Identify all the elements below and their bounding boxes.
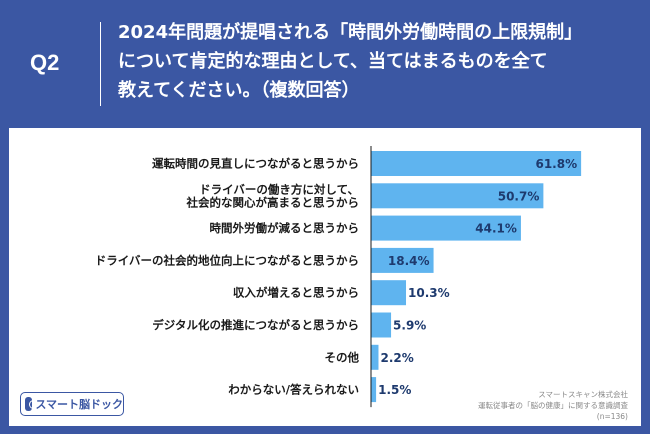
header-divider [100, 22, 101, 106]
brand-logo-text: スマート脳ドック [35, 398, 123, 411]
chart-panel [9, 128, 641, 426]
bar-6 [371, 344, 379, 370]
question-text: 2024年問題が提唱される「時間外労働時間の上限規制」 について肯定的な理由とし… [118, 18, 638, 105]
bar-1 [371, 183, 544, 209]
value-label-0: 61.8% [535, 157, 577, 171]
bar-0 [371, 151, 582, 176]
value-label-4: 10.3% [408, 286, 450, 300]
category-label-7: わからない/答えられない [228, 383, 359, 397]
source-company: スマートスキャン株式会社 [538, 390, 628, 399]
value-label-5: 5.9% [393, 319, 426, 333]
bar-4 [371, 280, 407, 306]
category-label-6: その他 [325, 350, 360, 364]
category-label-0: 運転時間の見直しにつながると思うから [152, 157, 359, 171]
question-line-2: について肯定的な理由として、当てはまるものを全て [118, 51, 548, 72]
category-label-4: 収入が増えると思うから [233, 286, 359, 300]
value-label-2: 44.1% [475, 222, 517, 236]
question-number: Q2 [30, 50, 60, 75]
category-label-1: ドライバーの働き方に対して、社会的な関心が高まると思うから [186, 182, 360, 209]
category-label-5: デジタル化の推進につながると思うから [152, 318, 359, 332]
bar-2 [371, 215, 521, 241]
bar-5 [371, 312, 392, 338]
category-label-2: 時間外労働が減ると思うから [210, 221, 360, 235]
question-line-1: 2024年問題が提唱される「時間外労働時間の上限規制」 [118, 22, 583, 43]
value-label-1: 50.7% [498, 189, 540, 203]
value-label-3: 18.4% [388, 254, 430, 268]
source-note: スマートスキャン株式会社 運転従事者の「脳の健康」に関する意識調査 (n=136… [478, 389, 628, 422]
question-header: Q2 2024年問題が提唱される「時間外労働時間の上限規制」 について肯定的な理… [0, 0, 650, 128]
bar-7 [371, 377, 377, 403]
brand-logo: スマート脳ドック [20, 392, 124, 416]
bar-3 [371, 247, 434, 273]
category-label-3: ドライバーの社会的地位向上につながると思うから [95, 253, 359, 267]
source-sample-size: (n=136) [596, 412, 628, 421]
value-label-6: 2.2% [380, 351, 413, 365]
question-line-3: 教えてください。（複数回答） [118, 80, 360, 101]
brain-scan-icon [25, 397, 39, 411]
value-label-7: 1.5% [378, 383, 411, 397]
source-survey: 運転従事者の「脳の健康」に関する意識調査 [478, 401, 628, 410]
